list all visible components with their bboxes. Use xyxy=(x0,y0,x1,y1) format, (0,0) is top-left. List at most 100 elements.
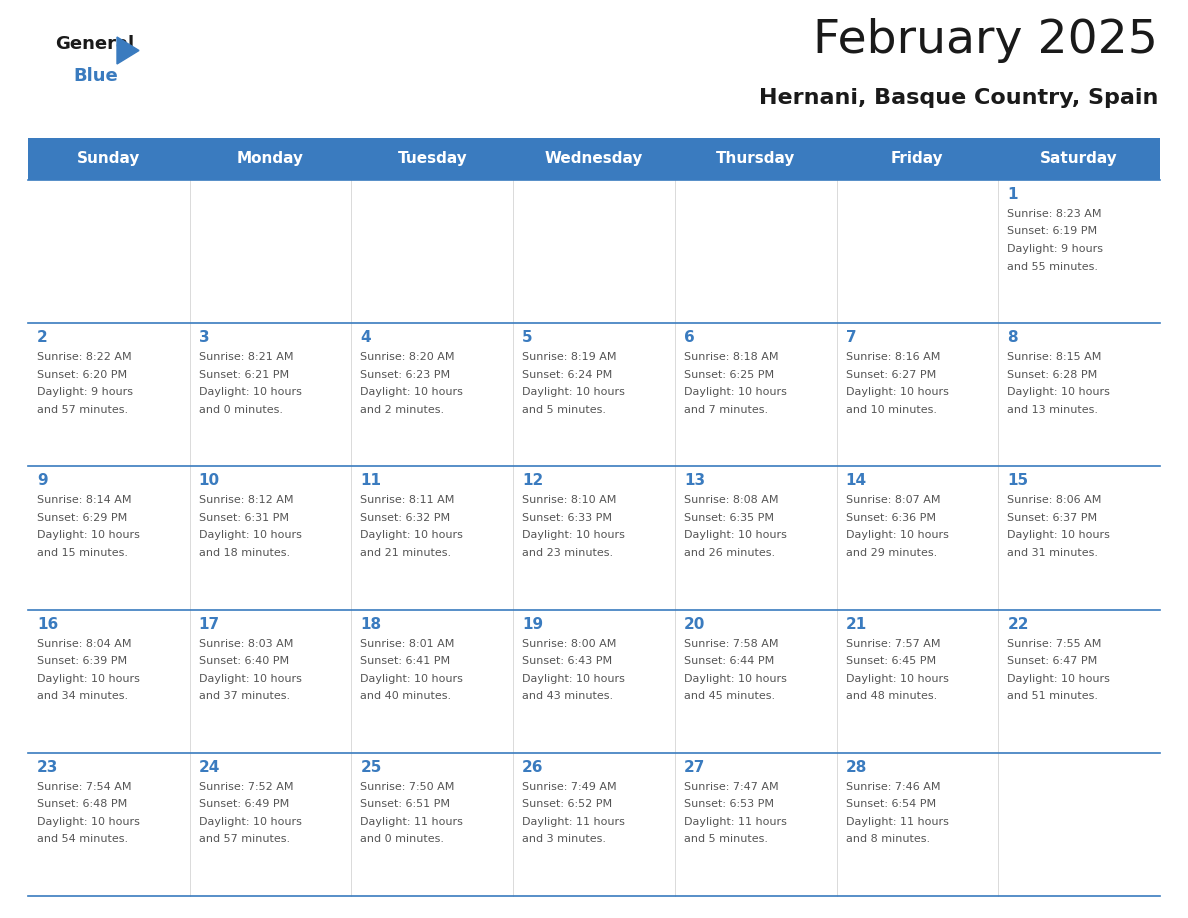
Text: 28: 28 xyxy=(846,760,867,775)
Text: Sunset: 6:21 PM: Sunset: 6:21 PM xyxy=(198,370,289,380)
Bar xyxy=(29,466,1159,610)
Text: Sunset: 6:44 PM: Sunset: 6:44 PM xyxy=(684,656,775,666)
Text: Daylight: 10 hours: Daylight: 10 hours xyxy=(684,387,786,397)
Text: Sunrise: 7:50 AM: Sunrise: 7:50 AM xyxy=(360,782,455,792)
Text: Hernani, Basque Country, Spain: Hernani, Basque Country, Spain xyxy=(759,88,1158,108)
Text: 20: 20 xyxy=(684,617,706,632)
Text: Daylight: 10 hours: Daylight: 10 hours xyxy=(1007,674,1110,684)
Bar xyxy=(29,138,1159,180)
Text: Sunset: 6:25 PM: Sunset: 6:25 PM xyxy=(684,370,775,380)
Text: and 2 minutes.: and 2 minutes. xyxy=(360,405,444,415)
Text: and 48 minutes.: and 48 minutes. xyxy=(846,691,937,701)
Text: 7: 7 xyxy=(846,330,857,345)
Text: and 0 minutes.: and 0 minutes. xyxy=(198,405,283,415)
Text: Sunrise: 7:46 AM: Sunrise: 7:46 AM xyxy=(846,782,940,792)
Text: Sunrise: 8:11 AM: Sunrise: 8:11 AM xyxy=(360,496,455,506)
Text: Sunset: 6:35 PM: Sunset: 6:35 PM xyxy=(684,513,773,523)
Text: and 23 minutes.: and 23 minutes. xyxy=(523,548,613,558)
Text: 23: 23 xyxy=(37,760,58,775)
Text: Sunset: 6:45 PM: Sunset: 6:45 PM xyxy=(846,656,936,666)
Text: 9: 9 xyxy=(37,474,48,488)
Text: Sunrise: 8:08 AM: Sunrise: 8:08 AM xyxy=(684,496,778,506)
Text: Daylight: 11 hours: Daylight: 11 hours xyxy=(360,817,463,827)
Text: Daylight: 10 hours: Daylight: 10 hours xyxy=(198,531,302,541)
Bar xyxy=(29,180,190,323)
Bar xyxy=(513,466,675,610)
Text: Sunset: 6:52 PM: Sunset: 6:52 PM xyxy=(523,800,612,810)
Text: and 51 minutes.: and 51 minutes. xyxy=(1007,691,1098,701)
Text: Friday: Friday xyxy=(891,151,943,166)
Bar xyxy=(352,753,513,896)
Text: Daylight: 11 hours: Daylight: 11 hours xyxy=(523,817,625,827)
Bar xyxy=(190,610,352,753)
Bar xyxy=(190,323,352,466)
Bar xyxy=(998,610,1159,753)
Text: and 54 minutes.: and 54 minutes. xyxy=(37,834,128,845)
Text: Sunrise: 8:07 AM: Sunrise: 8:07 AM xyxy=(846,496,940,506)
Text: Daylight: 10 hours: Daylight: 10 hours xyxy=(1007,531,1110,541)
Text: Sunrise: 7:47 AM: Sunrise: 7:47 AM xyxy=(684,782,778,792)
Text: February 2025: February 2025 xyxy=(813,18,1158,63)
Text: and 37 minutes.: and 37 minutes. xyxy=(198,691,290,701)
Text: 4: 4 xyxy=(360,330,371,345)
Bar xyxy=(29,180,1159,323)
Text: Sunset: 6:31 PM: Sunset: 6:31 PM xyxy=(198,513,289,523)
Text: Daylight: 10 hours: Daylight: 10 hours xyxy=(360,531,463,541)
Text: Tuesday: Tuesday xyxy=(398,151,467,166)
Text: Blue: Blue xyxy=(72,67,118,85)
Text: Daylight: 10 hours: Daylight: 10 hours xyxy=(37,817,140,827)
Text: Daylight: 9 hours: Daylight: 9 hours xyxy=(1007,244,1104,254)
Text: Monday: Monday xyxy=(238,151,304,166)
Text: Daylight: 10 hours: Daylight: 10 hours xyxy=(198,387,302,397)
Bar xyxy=(836,466,998,610)
Text: and 31 minutes.: and 31 minutes. xyxy=(1007,548,1098,558)
Bar xyxy=(190,180,352,323)
Text: Sunset: 6:20 PM: Sunset: 6:20 PM xyxy=(37,370,127,380)
Text: Saturday: Saturday xyxy=(1041,151,1118,166)
Text: Thursday: Thursday xyxy=(716,151,796,166)
Polygon shape xyxy=(116,37,139,64)
Text: 26: 26 xyxy=(523,760,544,775)
Text: Sunrise: 8:15 AM: Sunrise: 8:15 AM xyxy=(1007,353,1101,363)
Text: Sunrise: 7:55 AM: Sunrise: 7:55 AM xyxy=(1007,639,1101,649)
Text: and 13 minutes.: and 13 minutes. xyxy=(1007,405,1098,415)
Text: Daylight: 9 hours: Daylight: 9 hours xyxy=(37,387,133,397)
Text: Daylight: 11 hours: Daylight: 11 hours xyxy=(684,817,786,827)
Bar xyxy=(836,180,998,323)
Bar xyxy=(190,466,352,610)
Bar xyxy=(675,466,836,610)
Text: Sunrise: 8:16 AM: Sunrise: 8:16 AM xyxy=(846,353,940,363)
Bar xyxy=(352,323,513,466)
Text: 17: 17 xyxy=(198,617,220,632)
Text: Daylight: 10 hours: Daylight: 10 hours xyxy=(846,531,948,541)
Text: 1: 1 xyxy=(1007,187,1018,202)
Text: Sunset: 6:43 PM: Sunset: 6:43 PM xyxy=(523,656,612,666)
Bar xyxy=(352,180,513,323)
Bar xyxy=(675,323,836,466)
Bar xyxy=(998,323,1159,466)
Bar xyxy=(29,753,190,896)
Text: and 34 minutes.: and 34 minutes. xyxy=(37,691,128,701)
Text: and 43 minutes.: and 43 minutes. xyxy=(523,691,613,701)
Text: Sunrise: 8:21 AM: Sunrise: 8:21 AM xyxy=(198,353,293,363)
Text: Sunrise: 8:19 AM: Sunrise: 8:19 AM xyxy=(523,353,617,363)
Text: Sunrise: 8:03 AM: Sunrise: 8:03 AM xyxy=(198,639,293,649)
Text: and 5 minutes.: and 5 minutes. xyxy=(523,405,606,415)
Text: Sunset: 6:40 PM: Sunset: 6:40 PM xyxy=(198,656,289,666)
Bar xyxy=(513,753,675,896)
Text: Sunset: 6:27 PM: Sunset: 6:27 PM xyxy=(846,370,936,380)
Text: Sunrise: 8:14 AM: Sunrise: 8:14 AM xyxy=(37,496,132,506)
Text: Daylight: 10 hours: Daylight: 10 hours xyxy=(198,674,302,684)
Bar xyxy=(29,323,190,466)
Text: Sunrise: 7:54 AM: Sunrise: 7:54 AM xyxy=(37,782,132,792)
Text: 21: 21 xyxy=(846,617,867,632)
Text: and 55 minutes.: and 55 minutes. xyxy=(1007,262,1098,272)
Text: 27: 27 xyxy=(684,760,706,775)
Text: Sunset: 6:49 PM: Sunset: 6:49 PM xyxy=(198,800,289,810)
Bar xyxy=(513,610,675,753)
Text: and 8 minutes.: and 8 minutes. xyxy=(846,834,930,845)
Text: Sunrise: 8:00 AM: Sunrise: 8:00 AM xyxy=(523,639,617,649)
Bar xyxy=(29,466,190,610)
Text: 15: 15 xyxy=(1007,474,1029,488)
Bar xyxy=(836,323,998,466)
